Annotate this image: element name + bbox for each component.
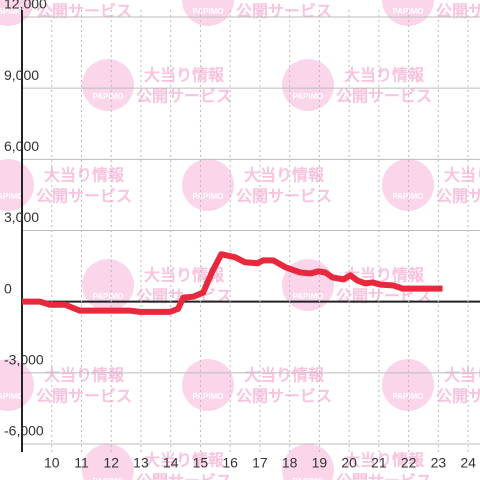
watermark-logo-text: PAPIMO: [393, 7, 424, 16]
watermark-logo: [82, 444, 134, 480]
y-tick-label: 12,000: [4, 0, 47, 12]
data-line: [22, 251, 443, 315]
watermark-text: 大当り情報: [244, 366, 325, 385]
watermark-text: 公開サービス: [436, 187, 480, 206]
watermark-text: 公開サービス: [236, 2, 332, 21]
x-tick-label: 12: [103, 455, 119, 471]
x-tick-label: 20: [341, 455, 357, 471]
watermark-text: 公開サービス: [436, 387, 480, 406]
watermark-logo-text: PAPIMO: [193, 392, 224, 401]
watermark-logo: [382, 159, 434, 211]
watermark-logo-text: PAPIMO: [93, 92, 124, 101]
watermark-text: 公開サービス: [36, 187, 132, 206]
x-tick-label: 13: [133, 455, 149, 471]
grid-layer: [22, 10, 480, 452]
watermark-logo-text: PAPIMO: [293, 92, 324, 101]
watermark-logo: [282, 59, 334, 111]
watermark-text: 公開サービス: [236, 187, 332, 206]
watermark-text: 大当り情報: [144, 451, 225, 470]
watermark-text: 公開サービス: [136, 472, 232, 480]
watermark-logo: [382, 0, 434, 26]
x-tick-label: 21: [371, 455, 387, 471]
watermark-logo-text: PAPIMO: [0, 392, 23, 401]
watermark-logo-text: PAPIMO: [193, 192, 224, 201]
watermark-logo: [0, 0, 34, 26]
watermark-text: 大当り情報: [144, 66, 225, 85]
watermark-logo: [182, 159, 234, 211]
watermark-text: 公開サービス: [336, 87, 432, 106]
x-tick-label: 18: [282, 455, 298, 471]
watermark-logo: [282, 444, 334, 480]
watermark-logo-text: PAPIMO: [393, 192, 424, 201]
watermark-logo: [382, 359, 434, 411]
watermark-logo: [182, 0, 234, 26]
watermark-logo-text: PAPIMO: [293, 477, 324, 480]
watermark-logo-text: PAPIMO: [0, 192, 23, 201]
watermark-logo: [0, 159, 34, 211]
y-tick-label: -3,000: [4, 352, 44, 368]
y-tick-label: 0: [4, 280, 12, 296]
x-tick-label: 23: [431, 455, 447, 471]
watermark-text: 大当り情報: [344, 266, 425, 285]
watermark-logo: [82, 59, 134, 111]
x-tick-label: 15: [193, 455, 209, 471]
watermark-text: 大当り情報: [344, 451, 425, 470]
watermark-text: 公開サービス: [36, 2, 132, 21]
watermark-text: 公開サービス: [236, 387, 332, 406]
watermark-logo-text: PAPIMO: [393, 392, 424, 401]
watermark-logo-text: PAPIMO: [293, 292, 324, 301]
y-tick-label: 6,000: [4, 138, 39, 154]
watermark-text: 公開サービス: [436, 2, 480, 21]
x-tick-label: 24: [460, 455, 476, 471]
x-tick-label: 16: [222, 455, 238, 471]
watermark-logo: [0, 359, 34, 411]
x-tick-label: 14: [163, 455, 179, 471]
x-tick-label: 11: [74, 455, 89, 471]
watermark-logo-text: PAPIMO: [93, 477, 124, 480]
watermark-logo: [182, 359, 234, 411]
watermark-text: 大当り情報: [44, 366, 125, 385]
x-tick-label: 19: [312, 455, 328, 471]
watermark-logo-text: PAPIMO: [193, 7, 224, 16]
x-tick-label: 10: [44, 455, 60, 471]
watermark-text: 大当り情報: [344, 66, 425, 85]
watermark-logo-text: PAPIMO: [0, 7, 23, 16]
x-tick-label: 17: [252, 455, 268, 471]
watermark-logo-text: PAPIMO: [93, 292, 124, 301]
watermark-logo: [82, 259, 134, 311]
watermark-text: 公開サービス: [136, 87, 232, 106]
y-tick-label: 9,000: [4, 67, 39, 83]
watermark-text: 公開サービス: [36, 387, 132, 406]
watermark-text: 大当り情報: [244, 166, 325, 185]
y-tick-label: 3,000: [4, 209, 39, 225]
watermark-text: 大当り情報: [444, 366, 480, 385]
watermark-text: 大当り情報: [444, 166, 480, 185]
watermark-text: 公開サービス: [336, 472, 432, 480]
y-tick-label: -6,000: [4, 423, 44, 439]
x-tick-label: 22: [401, 455, 417, 471]
watermark-text: 大当り情報: [144, 266, 225, 285]
watermark-text: 大当り情報: [44, 166, 125, 185]
plot-layer: -6,000 -3,000 0 3,000 6,000 9,000 12,000 10 11 12…: [4, 0, 476, 471]
